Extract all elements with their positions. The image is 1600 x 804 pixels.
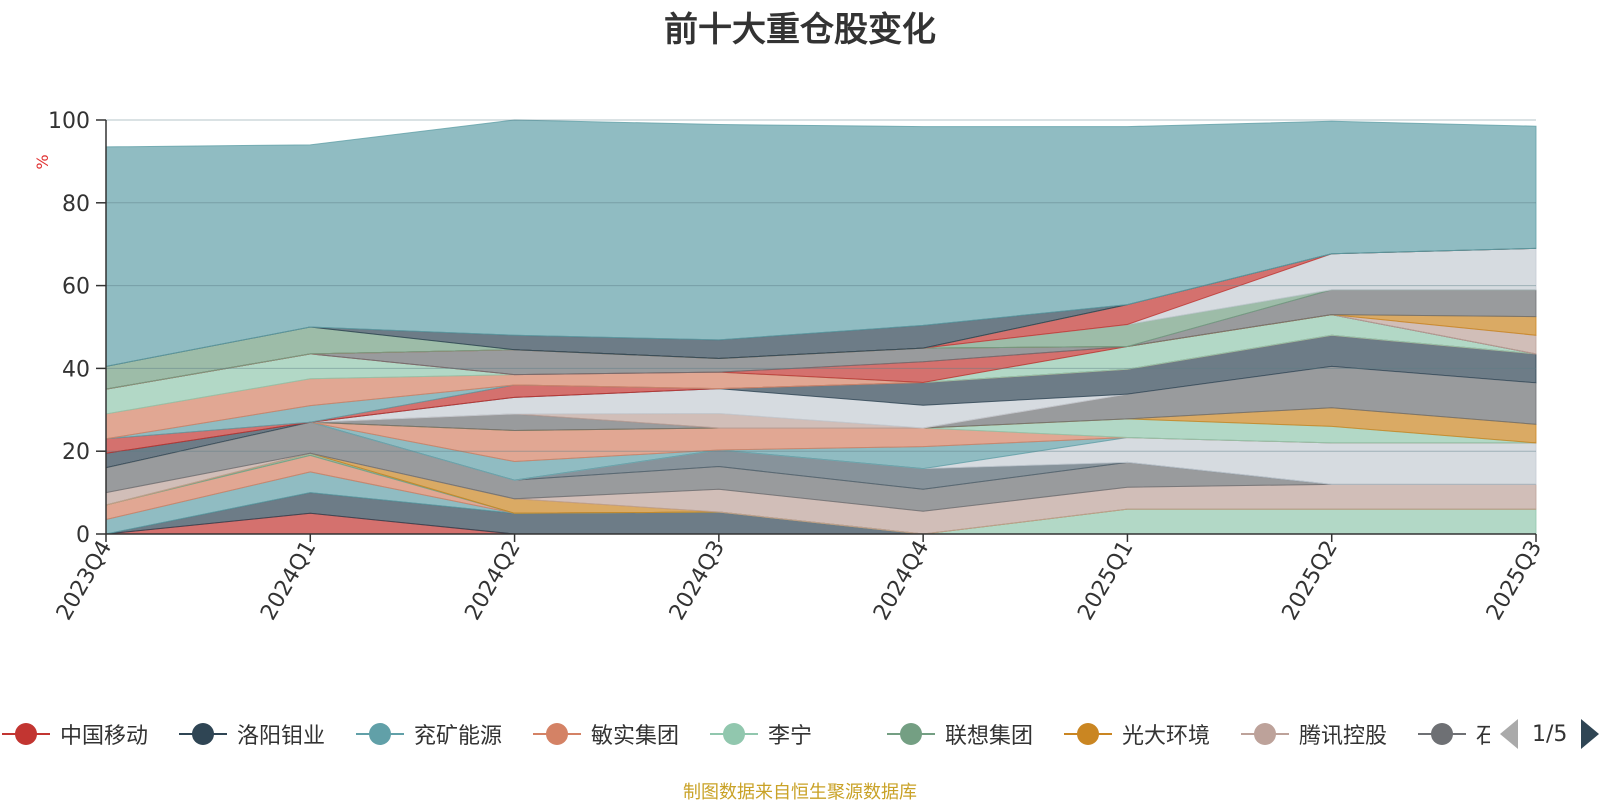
legend-label: 李宁 <box>768 724 813 749</box>
legend-marker-icon <box>1418 723 1466 745</box>
legend-item[interactable]: 兖矿能源 <box>354 716 502 752</box>
legend-label: 腾讯控股 <box>1299 724 1388 749</box>
legend-marker-icon <box>1064 723 1112 745</box>
y-tick-label: 40 <box>62 357 90 382</box>
legend-marker-icon <box>710 723 758 745</box>
legend-label: 洛阳钼业 <box>237 724 326 749</box>
legend-label: 兖矿能源 <box>414 724 503 749</box>
legend-item[interactable]: 联想集团 <box>885 716 1033 752</box>
legend-prev-page-icon[interactable] <box>1500 719 1518 749</box>
x-axis-ticks: 2023Q4 2024Q1 2024Q2 2024Q3 2024Q4 2025Q1 2025… <box>52 534 1547 625</box>
legend-next-page-icon[interactable] <box>1581 719 1600 749</box>
x-tick-label: 2024Q2 <box>460 537 525 625</box>
x-tick-label: 2024Q4 <box>869 537 934 625</box>
legend-pager: 1/5 <box>1500 716 1600 752</box>
x-tick-label: 2025Q2 <box>1278 537 1343 625</box>
legend-item[interactable]: 李宁 <box>708 716 812 752</box>
area-layers <box>105 119 1537 535</box>
y-gridlines <box>106 119 1536 452</box>
legend-label: 石药集团 <box>1476 724 1490 749</box>
y-tick-label: 80 <box>62 192 90 217</box>
legend-item[interactable]: 洛阳钼业 <box>177 716 325 752</box>
legend-item[interactable]: 光大环境 <box>1062 716 1210 752</box>
chart-title: 前十大重仓股变化 <box>664 10 936 50</box>
chart-legend: 中国移动 洛阳钼业 兖矿能源 敏实集团 李宁 联想集团 光大环境 腾讯控股 石药集团 <box>0 716 1490 752</box>
x-tick-label: 2024Q1 <box>256 537 321 625</box>
axes <box>105 120 1536 535</box>
legend-page-indicator: 1/5 <box>1532 721 1568 747</box>
legend-item[interactable]: 腾讯控股 <box>1239 716 1387 752</box>
x-tick-label: 2024Q3 <box>665 537 730 625</box>
y-axis-label: % <box>33 154 52 169</box>
y-tick-label: 0 <box>76 523 90 548</box>
legend-marker-icon <box>179 723 227 745</box>
legend-marker-icon <box>887 723 935 745</box>
legend-item[interactable]: 敏实集团 <box>531 716 679 752</box>
x-tick-label: 2025Q3 <box>1482 537 1547 625</box>
y-tick-label: 20 <box>62 440 90 465</box>
legend-label: 敏实集团 <box>591 724 680 749</box>
legend-marker-icon <box>356 723 404 745</box>
y-axis-ticks: 0 20 40 60 80 100 <box>48 109 106 548</box>
legend-marker-icon <box>2 723 50 745</box>
y-tick-label: 60 <box>62 275 90 300</box>
x-tick-label: 2023Q4 <box>52 537 117 625</box>
data-source-note: 制图数据来自恒生聚源数据库 <box>683 782 917 803</box>
y-tick-label: 100 <box>48 109 90 134</box>
legend-label: 联想集团 <box>945 724 1034 749</box>
legend-marker-icon <box>533 723 581 745</box>
legend-item[interactable]: 石药集团 <box>1416 716 1490 752</box>
legend-item[interactable]: 中国移动 <box>0 716 148 752</box>
legend-label: 光大环境 <box>1122 724 1211 749</box>
area-series-34 <box>105 119 1537 367</box>
legend-marker-icon <box>1241 723 1289 745</box>
legend-label: 中国移动 <box>60 724 149 749</box>
x-tick-label: 2025Q1 <box>1073 537 1138 625</box>
